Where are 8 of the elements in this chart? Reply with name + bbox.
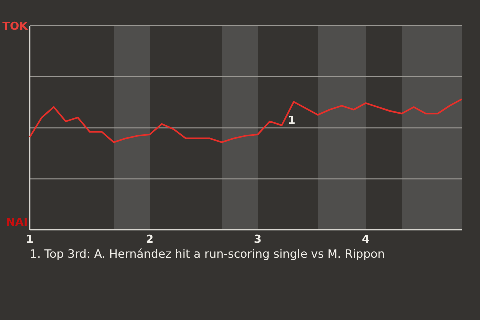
x-tick-label: 2 [146,233,154,246]
x-tick-label: 1 [26,233,34,246]
x-tick-label: 3 [254,233,262,246]
annotation: 1 [288,114,296,128]
x-tick-label: 4 [362,233,370,246]
text: NAI [6,216,28,229]
text: TOK [2,20,28,33]
text: 1. Top 3rd: A. Hernández hit a run-scoring single vs M. Rippon [30,247,386,261]
